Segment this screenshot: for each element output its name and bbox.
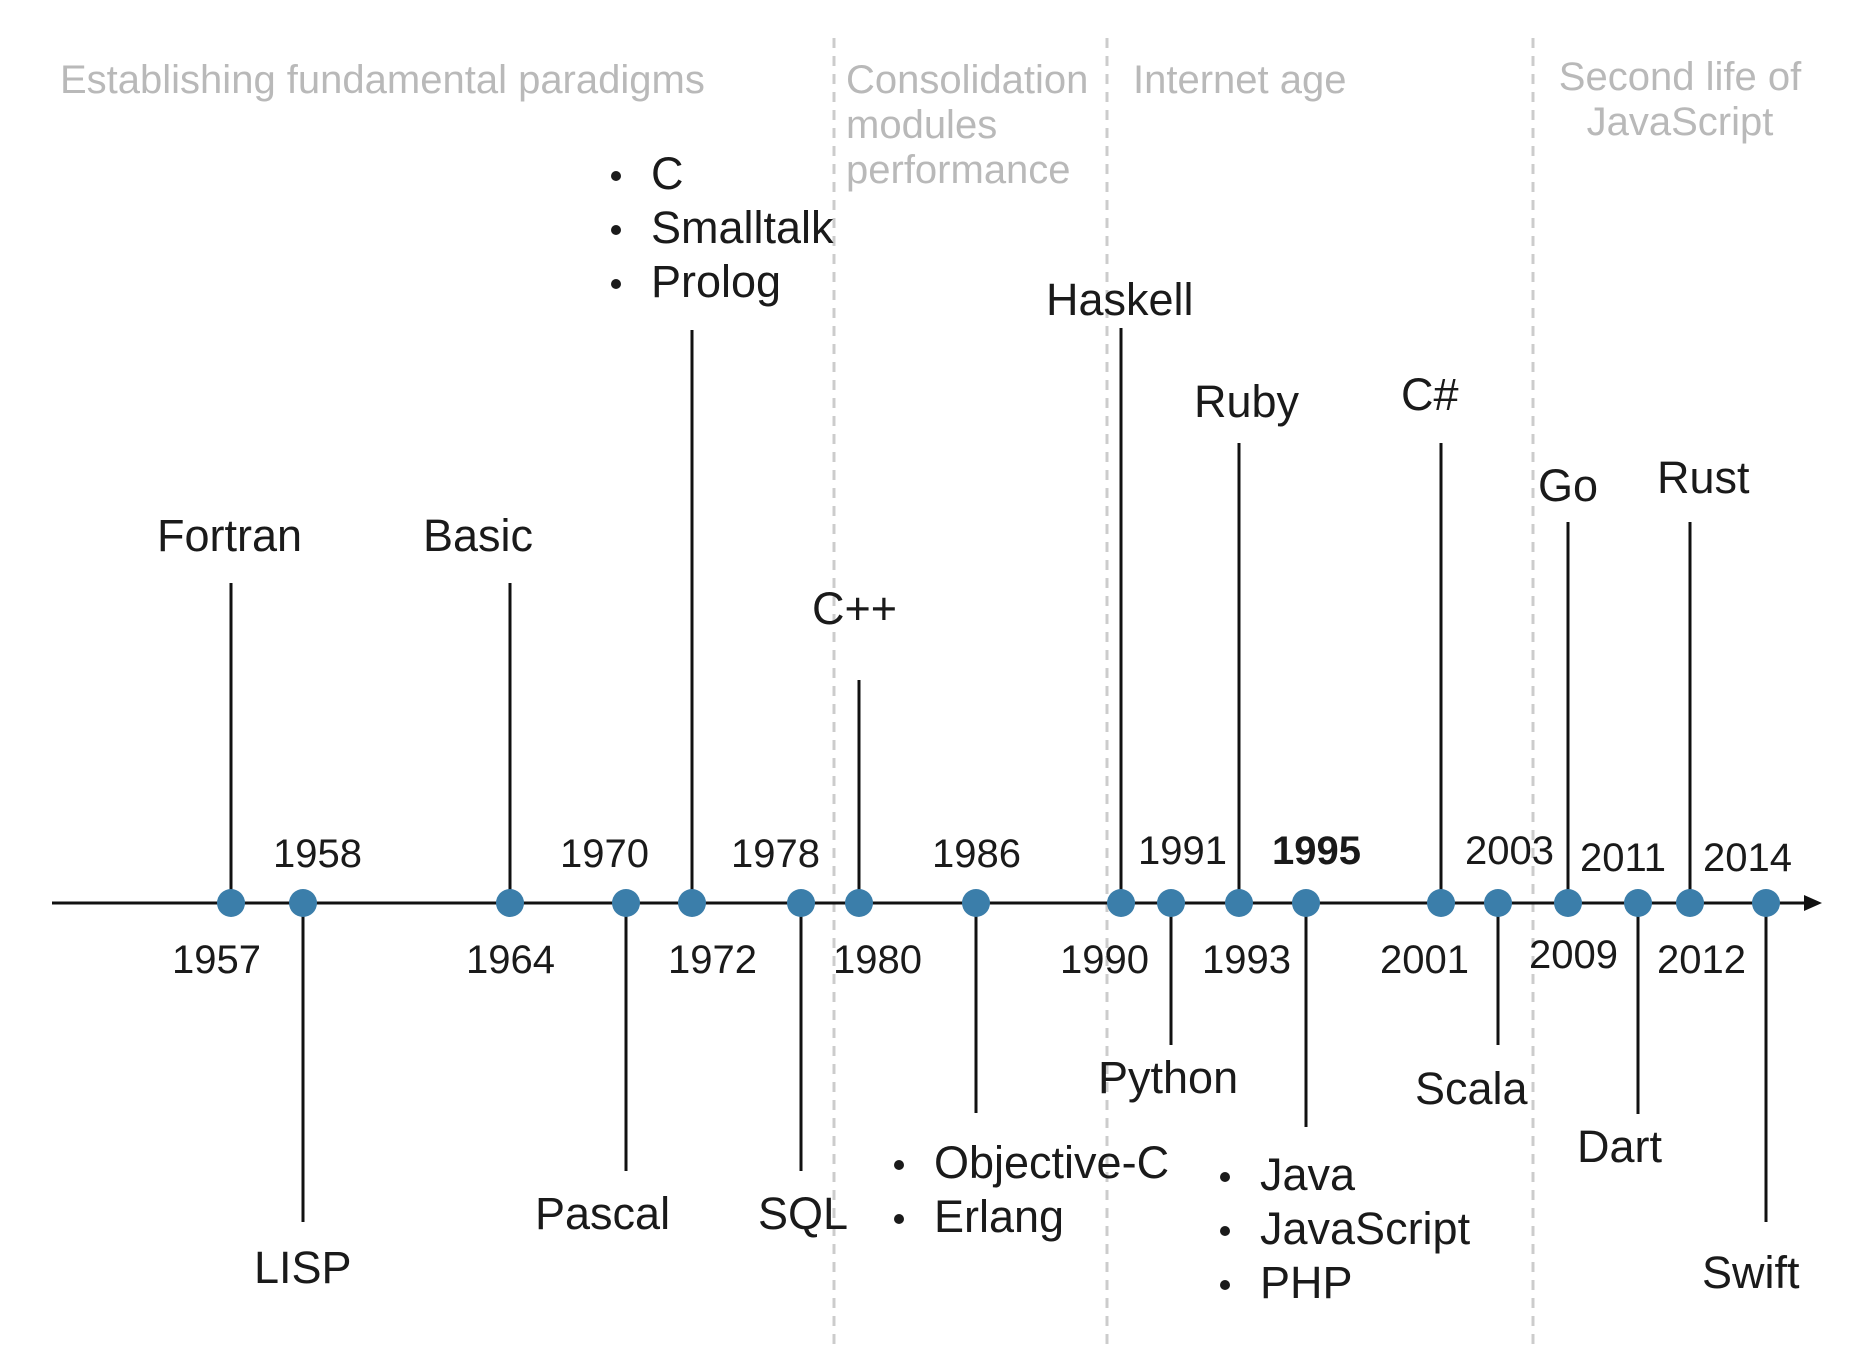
year-label-1957: 1957 <box>172 938 261 982</box>
year-label-1995: 1995 <box>1272 829 1361 873</box>
era-label-internet: Internet age <box>1133 58 1347 102</box>
lang-label-java: Java <box>1214 1148 1470 1202</box>
lang-label-go: Go <box>1538 460 1599 511</box>
event-dot-1964 <box>496 889 524 917</box>
year-label-1978: 1978 <box>731 832 820 876</box>
lang-label-objective-c: Objective-C <box>888 1136 1169 1190</box>
year-label-1972: 1972 <box>668 938 757 982</box>
event-dot-1958 <box>289 889 317 917</box>
lang-label-sql: SQL <box>758 1188 849 1239</box>
lang-label-javascript: JavaScript <box>1214 1202 1470 1256</box>
lang-label-prolog: Prolog <box>605 255 834 309</box>
lang-list-1995: Java JavaScript PHP <box>1214 1148 1470 1310</box>
era-label-line: Consolidation <box>846 58 1089 102</box>
event-dot-2011 <box>1624 889 1652 917</box>
lang-label-pascal: Pascal <box>535 1188 671 1239</box>
year-label-2009: 2009 <box>1529 933 1618 977</box>
era-label-paradigms: Establishing fundamental paradigms <box>60 58 705 102</box>
event-dot-2012 <box>1676 889 1704 917</box>
year-label-1986: 1986 <box>932 832 1021 876</box>
lang-label-c: C <box>605 147 834 201</box>
event-dot-1990 <box>1107 889 1135 917</box>
event-dot-1986 <box>962 889 990 917</box>
year-label-2012: 2012 <box>1657 938 1746 982</box>
lang-label-php: PHP <box>1214 1256 1470 1310</box>
event-dot-1995 <box>1292 889 1320 917</box>
lang-list-1986: Objective-C Erlang <box>888 1136 1169 1244</box>
lang-label-cpp: C++ <box>812 583 898 634</box>
event-dot-2003 <box>1484 889 1512 917</box>
event-dot-1957 <box>217 889 245 917</box>
lang-label-smalltalk: Smalltalk <box>605 201 834 255</box>
year-label-1993: 1993 <box>1202 938 1291 982</box>
lang-label-haskell: Haskell <box>1046 274 1194 325</box>
era-label-javascript: Second life of JavaScript <box>1530 55 1830 145</box>
event-dot-1980 <box>845 889 873 917</box>
year-label-2003: 2003 <box>1465 829 1554 873</box>
era-label-line: performance <box>846 147 1071 192</box>
lang-label-basic: Basic <box>423 510 534 561</box>
year-label-1990: 1990 <box>1060 938 1149 982</box>
lang-label-rust: Rust <box>1657 452 1750 503</box>
lang-label-csharp: C# <box>1401 369 1459 420</box>
year-label-1958: 1958 <box>273 832 362 876</box>
year-label-1964: 1964 <box>466 938 555 982</box>
era-label-consolidation: Consolidation modules performance <box>846 58 1089 192</box>
lang-label-fortran: Fortran <box>157 510 303 561</box>
year-label-1991: 1991 <box>1138 829 1227 873</box>
era-label-line: JavaScript <box>1586 99 1774 144</box>
event-dot-1991 <box>1157 889 1185 917</box>
lang-label-erlang: Erlang <box>888 1190 1169 1244</box>
year-label-1970: 1970 <box>560 832 649 876</box>
lang-label-python: Python <box>1098 1052 1239 1103</box>
era-label-line: modules <box>846 102 998 147</box>
event-dot-1972 <box>678 889 706 917</box>
year-label-2011: 2011 <box>1580 836 1667 880</box>
event-dot-1978 <box>787 889 815 917</box>
event-dot-2014 <box>1752 889 1780 917</box>
timeline-arrowhead <box>1804 895 1822 911</box>
year-label-2001: 2001 <box>1380 938 1469 982</box>
event-dot-2009 <box>1554 889 1582 917</box>
event-dot-1993 <box>1225 889 1253 917</box>
lang-list-1972: C Smalltalk Prolog <box>605 147 834 309</box>
year-label-1980: 1980 <box>833 938 922 982</box>
event-dot-1970 <box>612 889 640 917</box>
lang-label-swift: Swift <box>1702 1247 1800 1298</box>
lang-label-lisp: LISP <box>254 1242 352 1293</box>
year-label-2014: 2014 <box>1703 836 1792 880</box>
era-label-line: Second life of <box>1558 55 1802 99</box>
lang-label-dart: Dart <box>1577 1121 1663 1172</box>
lang-label-ruby: Ruby <box>1194 376 1300 427</box>
event-dot-2001 <box>1427 889 1455 917</box>
lang-label-scala: Scala <box>1415 1063 1528 1114</box>
